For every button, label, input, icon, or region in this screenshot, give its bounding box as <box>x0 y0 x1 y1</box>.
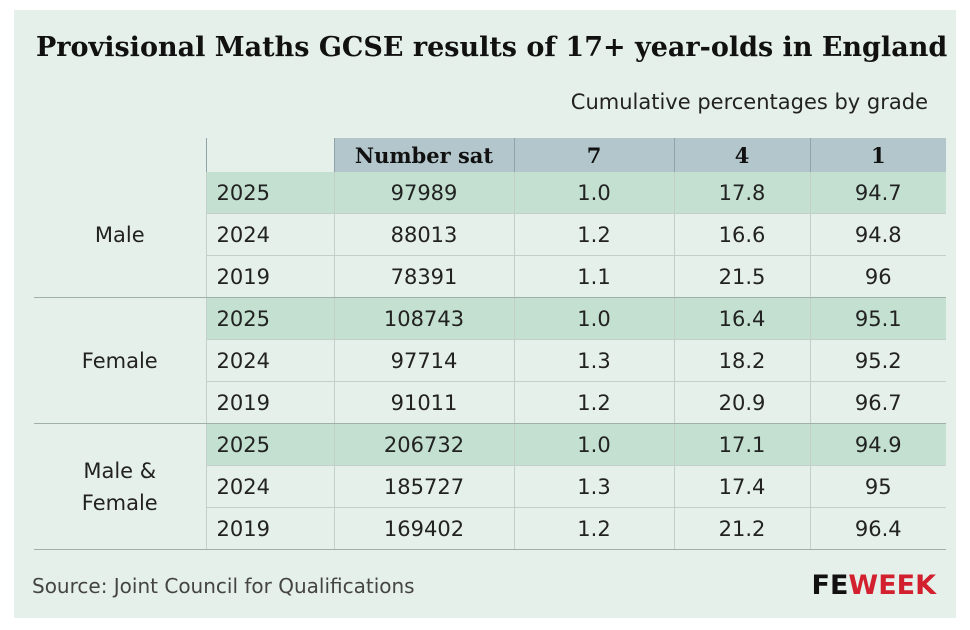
column-header: Number sat <box>333 138 514 172</box>
year-cell: 2024 <box>205 213 334 256</box>
table-row: Male & Female 2025 206732 1.0 17.1 94.9 <box>34 423 946 550</box>
grade-7-cell: 1.0 <box>513 423 674 466</box>
header-row: Number sat 7 4 1 <box>34 138 946 172</box>
header-blank-cell <box>205 138 334 172</box>
number-sat-cell: 108743 <box>333 297 514 340</box>
table-row: 2019 169402 1.2 21.2 96.4 <box>34 507 946 550</box>
number-sat-cell: 206732 <box>333 423 514 466</box>
grade-1-cell: 94.9 <box>809 423 946 466</box>
table-row: 2024 185727 1.3 17.4 95 <box>34 465 946 508</box>
grade-4-cell: 16.4 <box>673 297 810 340</box>
number-sat-cell: 169402 <box>333 507 514 550</box>
grade-4-cell: 17.4 <box>673 465 810 508</box>
chart-title: Provisional Maths GCSE results of 17+ ye… <box>36 32 948 63</box>
year-cell: 2019 <box>205 507 334 550</box>
year-cell: 2025 <box>205 172 334 214</box>
fe-week-logo: FEWEEK <box>812 570 936 601</box>
number-sat-cell: 91011 <box>333 381 514 424</box>
group-label-male-female: Male & Female <box>34 423 206 550</box>
table-row: Female 2025 108743 1.0 16.4 95.1 <box>34 297 946 424</box>
chart-panel: Provisional Maths GCSE results of 17+ ye… <box>14 10 956 618</box>
grade-4-cell: 20.9 <box>673 381 810 424</box>
grade-1-cell: 95 <box>809 465 946 508</box>
grade-1-cell: 96 <box>809 255 946 298</box>
grade-1-cell: 96.4 <box>809 507 946 550</box>
grade-4-cell: 17.1 <box>673 423 810 466</box>
results-table: Number sat 7 4 1 Male 2025 97989 1.0 17.… <box>34 138 946 550</box>
table-row: 2024 88013 1.2 16.6 94.8 <box>34 213 946 256</box>
grade-7-cell: 1.0 <box>513 297 674 340</box>
grade-1-cell: 95.2 <box>809 339 946 382</box>
number-sat-cell: 97714 <box>333 339 514 382</box>
grade-4-cell: 16.6 <box>673 213 810 256</box>
grade-1-cell: 95.1 <box>809 297 946 340</box>
chart-subtitle: Cumulative percentages by grade <box>570 90 928 114</box>
number-sat-cell: 185727 <box>333 465 514 508</box>
grade-7-cell: 1.0 <box>513 172 674 214</box>
grade-4-cell: 21.5 <box>673 255 810 298</box>
year-cell: 2019 <box>205 381 334 424</box>
table-row: 2024 97714 1.3 18.2 95.2 <box>34 339 946 382</box>
source-note: Source: Joint Council for Qualifications <box>32 574 415 598</box>
year-cell: 2024 <box>205 465 334 508</box>
grade-1-cell: 94.7 <box>809 172 946 214</box>
grade-4-cell: 18.2 <box>673 339 810 382</box>
header-blank-cell <box>34 138 206 172</box>
table-row: Male 2025 97989 1.0 17.8 94.7 <box>34 172 946 298</box>
grade-4-cell: 21.2 <box>673 507 810 550</box>
logo-fe: FE <box>811 570 849 601</box>
grade-7-cell: 1.3 <box>513 465 674 508</box>
table-row: 2019 78391 1.1 21.5 96 <box>34 255 946 298</box>
grade-7-cell: 1.1 <box>513 255 674 298</box>
column-header: 4 <box>673 138 810 172</box>
grade-7-cell: 1.2 <box>513 381 674 424</box>
group-label-male: Male <box>34 172 206 298</box>
number-sat-cell: 88013 <box>333 213 514 256</box>
year-cell: 2025 <box>205 423 334 466</box>
number-sat-cell: 97989 <box>333 172 514 214</box>
grade-1-cell: 94.8 <box>809 213 946 256</box>
logo-week: WEEK <box>848 570 936 601</box>
column-header: 1 <box>809 138 946 172</box>
number-sat-cell: 78391 <box>333 255 514 298</box>
grade-7-cell: 1.3 <box>513 339 674 382</box>
column-header: 7 <box>513 138 674 172</box>
grade-4-cell: 17.8 <box>673 172 810 214</box>
year-cell: 2019 <box>205 255 334 298</box>
table-row: 2019 91011 1.2 20.9 96.7 <box>34 381 946 424</box>
grade-1-cell: 96.7 <box>809 381 946 424</box>
grade-7-cell: 1.2 <box>513 213 674 256</box>
group-label-female: Female <box>34 297 206 424</box>
year-cell: 2025 <box>205 297 334 340</box>
year-cell: 2024 <box>205 339 334 382</box>
grade-7-cell: 1.2 <box>513 507 674 550</box>
